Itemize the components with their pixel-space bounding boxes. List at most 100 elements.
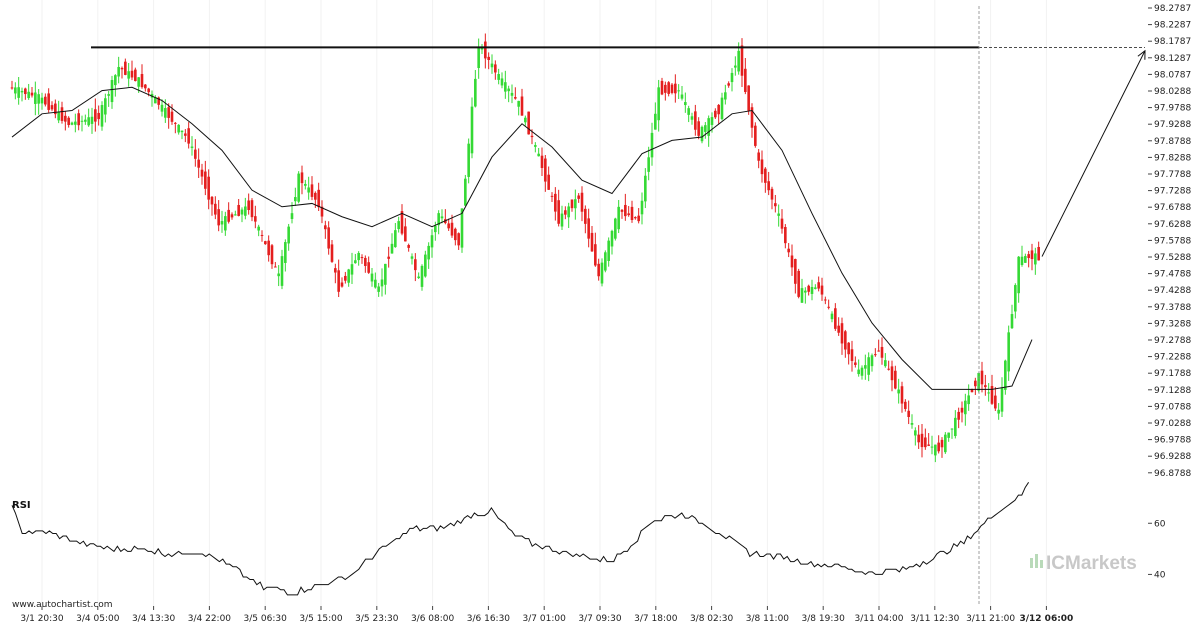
time-tick-label: 3/8 02:30 (690, 614, 734, 624)
price-tick-label: 97.2288 (1154, 353, 1191, 363)
candle-body (680, 94, 684, 99)
candle-body (80, 120, 84, 122)
candle-body (420, 265, 424, 287)
candle-body (300, 172, 304, 184)
candle-body (250, 200, 254, 218)
candle-body (914, 430, 917, 436)
candle-body (817, 282, 820, 289)
candle-body (364, 257, 367, 266)
candle-body (277, 273, 280, 277)
time-tick-label: 3/4 13:30 (132, 614, 176, 624)
candle-body (320, 206, 324, 217)
candle-body (10, 87, 14, 89)
candle-body (1007, 332, 1010, 372)
candle-body (937, 442, 940, 452)
candle-body (107, 94, 110, 96)
candle-body (724, 92, 727, 100)
candle-body (84, 119, 87, 122)
candle-body (410, 256, 414, 259)
candle-body (270, 245, 274, 265)
candle-body (1020, 256, 1024, 266)
candle-body (700, 126, 704, 142)
candle-body (284, 242, 287, 263)
candle-body (274, 266, 277, 268)
rsi-axis: 60 40 (1148, 519, 1166, 580)
price-tick-label: 96.9288 (1154, 452, 1191, 462)
candle-body (207, 176, 210, 200)
candle-body (260, 234, 264, 236)
candle-body (594, 244, 597, 266)
candle-body (317, 189, 320, 208)
candle-body (560, 213, 564, 227)
candle-body (754, 125, 757, 146)
candle-body (354, 260, 357, 264)
moving-average-line (11, 86, 1033, 390)
candle-body (850, 349, 854, 361)
candle-body (987, 392, 990, 394)
candle-body (507, 88, 510, 92)
candle-body (227, 209, 230, 222)
candle-body (377, 286, 380, 292)
candle-body (577, 195, 580, 199)
candle-body (57, 111, 60, 121)
candle-body (170, 111, 174, 122)
price-tick-label: 98.0787 (1154, 70, 1191, 80)
candle-body (864, 365, 867, 369)
candle-body (900, 386, 904, 404)
vertical-gridlines (41, 0, 1047, 606)
candle-body (587, 218, 590, 239)
brand-bar (1040, 560, 1043, 568)
price-tick-label: 97.3788 (1154, 303, 1191, 313)
candle-body (920, 433, 924, 448)
time-tick-label: 3/6 16:30 (467, 614, 511, 624)
candle-body (667, 82, 670, 94)
price-tick-label: 97.9288 (1154, 120, 1191, 130)
price-tick-label: 98.2287 (1154, 21, 1191, 31)
candle-body (124, 61, 127, 75)
candle-body (1027, 254, 1030, 258)
candle-body (257, 226, 260, 231)
candle-body (324, 225, 327, 230)
candle-body (547, 174, 550, 190)
candle-body (824, 299, 827, 301)
time-tick-label: 3/6 08:00 (411, 614, 455, 624)
candle-body (197, 159, 200, 168)
candle-body (230, 214, 234, 218)
candle-body (214, 203, 217, 215)
candle-body (327, 227, 330, 249)
candle-body (584, 208, 587, 224)
candle-body (994, 395, 997, 409)
candle-body (347, 269, 350, 283)
candle-body (344, 275, 347, 281)
candle-body (440, 216, 444, 219)
candle-body (747, 85, 750, 111)
candle-body (610, 230, 614, 247)
candle-body (490, 63, 494, 68)
candle-body (867, 357, 870, 375)
candle-body (1030, 250, 1034, 260)
candle-body (350, 264, 354, 275)
candle-body (637, 215, 640, 222)
candle-body (1014, 285, 1017, 312)
candle-body (704, 125, 707, 132)
price-tick-label: 97.0788 (1154, 402, 1191, 412)
candle-body (694, 111, 697, 130)
candle-body (607, 240, 610, 261)
candle-body (544, 158, 547, 182)
candle-body (367, 262, 370, 273)
candle-body (774, 203, 777, 207)
candle-body (690, 116, 694, 120)
brand-bar (1030, 558, 1033, 568)
candle-body (917, 434, 920, 443)
rsi-line (11, 482, 1030, 596)
candle-body (524, 117, 527, 123)
candle-body (297, 173, 300, 202)
candle-body (24, 88, 27, 95)
candle-body (750, 107, 754, 128)
candle-body (650, 132, 654, 158)
candle-body (87, 117, 90, 126)
candle-body (160, 104, 164, 112)
candle-body (737, 50, 740, 72)
candle-body (254, 216, 257, 222)
candle-body (770, 188, 774, 200)
